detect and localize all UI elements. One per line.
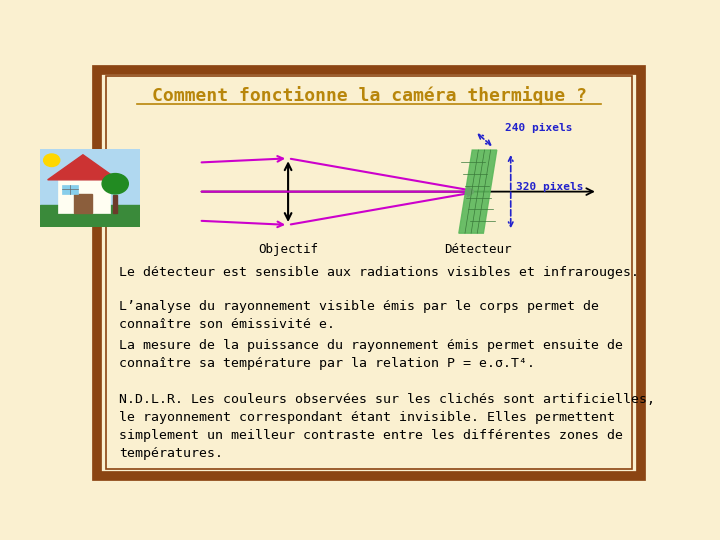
Text: 240 pixels: 240 pixels [505, 124, 572, 133]
Text: Le détecteur est sensible aux radiations visibles et infrarouges.: Le détecteur est sensible aux radiations… [119, 266, 639, 280]
Text: Comment fonctionne la caméra thermique ?: Comment fonctionne la caméra thermique ? [151, 86, 587, 105]
Bar [62, 185, 78, 194]
Text: Détecteur: Détecteur [444, 243, 511, 256]
Bar [113, 195, 117, 213]
Polygon shape [48, 155, 118, 180]
Text: La mesure de la puissance du rayonnement émis permet ensuite de
connaître sa tem: La mesure de la puissance du rayonnement… [119, 339, 623, 370]
Text: Objectif: Objectif [258, 243, 318, 256]
Circle shape [102, 173, 128, 194]
Circle shape [44, 154, 60, 166]
Bar [58, 180, 110, 213]
Bar [40, 205, 140, 227]
Text: 320 pixels: 320 pixels [516, 183, 584, 192]
Bar [74, 194, 92, 213]
Text: N.D.L.R. Les couleurs observées sur les clichés sont artificielles,
le rayonneme: N.D.L.R. Les couleurs observées sur les … [119, 393, 655, 460]
Text: L’analyse du rayonnement visible émis par le corps permet de
connaître son émiss: L’analyse du rayonnement visible émis pa… [119, 300, 599, 330]
Polygon shape [459, 150, 497, 233]
